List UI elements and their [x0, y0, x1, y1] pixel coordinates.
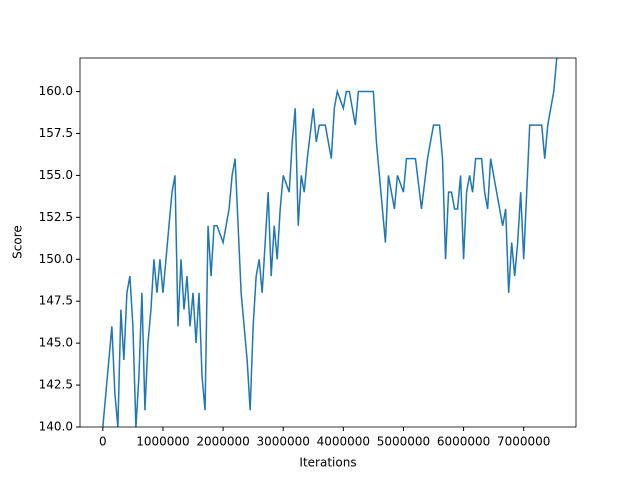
line — [102, 58, 558, 427]
y-tick-label: 150.0 — [39, 252, 73, 266]
y-tick-label: 157.5 — [39, 126, 73, 140]
y-tick-label: 160.0 — [39, 84, 73, 98]
y-tick-label: 140.0 — [39, 420, 73, 434]
x-axis-label: Iterations — [299, 456, 356, 470]
x-tick-label: 4000000 — [317, 435, 370, 449]
x-tick-label: 0 — [99, 435, 107, 449]
x-tick-label: 5000000 — [377, 435, 430, 449]
y-axis-label: Score — [11, 225, 25, 259]
x-tick-label: 7000000 — [497, 435, 550, 449]
x-tick-label: 1000000 — [136, 435, 189, 449]
y-tick-label: 142.5 — [39, 378, 73, 392]
x-tick-label: 3000000 — [256, 435, 309, 449]
y-tick-label: 155.0 — [39, 168, 73, 182]
y-tick-label: 145.0 — [39, 336, 73, 350]
y-tick-label: 147.5 — [39, 294, 73, 308]
plot-frame — [79, 57, 577, 428]
x-tick-label: 2000000 — [196, 435, 249, 449]
x-tick-label: 6000000 — [437, 435, 490, 449]
y-tick-label: 152.5 — [39, 210, 73, 224]
